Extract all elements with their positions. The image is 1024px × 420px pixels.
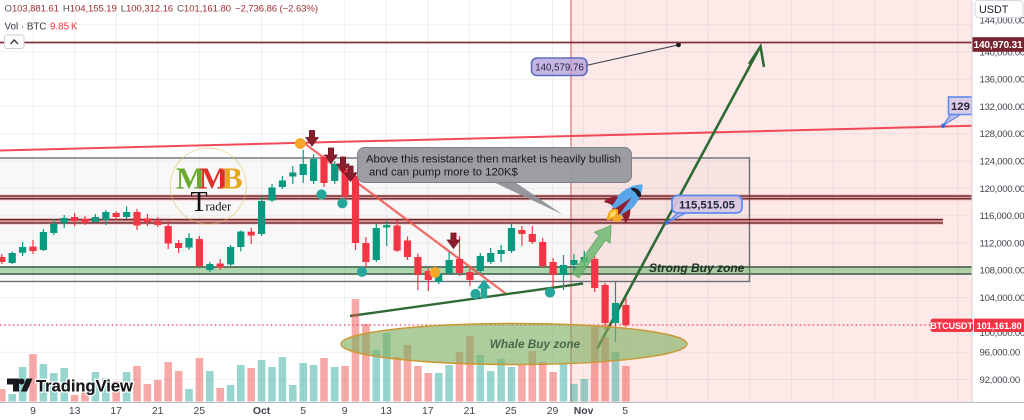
svg-text:101,161.80: 101,161.80 bbox=[977, 320, 1022, 331]
svg-text:92,000.00: 92,000.00 bbox=[980, 375, 1020, 386]
svg-text:115,515.05: 115,515.05 bbox=[679, 199, 735, 211]
svg-text:132,000.00: 132,000.00 bbox=[980, 102, 1024, 113]
svg-text:M: M bbox=[176, 161, 205, 196]
svg-text:104,000.00: 104,000.00 bbox=[980, 293, 1024, 304]
svg-text:108,000.00: 108,000.00 bbox=[980, 266, 1024, 277]
svg-text:29: 29 bbox=[547, 406, 559, 417]
svg-text:128,000.00: 128,000.00 bbox=[980, 129, 1024, 140]
svg-text:Vol · BTC: Vol · BTC bbox=[5, 22, 47, 33]
svg-text:5: 5 bbox=[300, 406, 306, 417]
svg-text:144,000.00: 144,000.00 bbox=[980, 16, 1024, 27]
svg-text:17: 17 bbox=[422, 406, 434, 417]
svg-text:TradingView: TradingView bbox=[36, 378, 133, 396]
svg-text:Nov: Nov bbox=[574, 406, 594, 417]
svg-text:9: 9 bbox=[30, 406, 36, 417]
svg-text:9.85 K: 9.85 K bbox=[50, 22, 78, 33]
svg-text:BTCUSDT: BTCUSDT bbox=[930, 321, 973, 331]
svg-text:T: T bbox=[191, 187, 208, 218]
svg-text:120,000.00: 120,000.00 bbox=[980, 184, 1024, 195]
svg-text:B: B bbox=[222, 161, 243, 196]
svg-text:136,000.00: 136,000.00 bbox=[980, 75, 1024, 86]
svg-text:Oct: Oct bbox=[253, 406, 271, 417]
svg-text:and can pump more to 120K$: and can pump more to 120K$ bbox=[369, 167, 519, 179]
svg-text:21: 21 bbox=[152, 406, 164, 417]
svg-text:129: 129 bbox=[951, 101, 970, 113]
svg-text:17: 17 bbox=[110, 406, 122, 417]
svg-text:rader: rader bbox=[206, 200, 233, 214]
svg-text:25: 25 bbox=[505, 406, 517, 417]
svg-text:112,000.00: 112,000.00 bbox=[980, 238, 1024, 249]
svg-text:Above this resistance then mar: Above this resistance then market is hea… bbox=[366, 154, 621, 166]
svg-text:140,970.31: 140,970.31 bbox=[974, 40, 1024, 51]
svg-text:5: 5 bbox=[622, 406, 628, 417]
svg-text:Whale Buy zone: Whale Buy zone bbox=[490, 337, 581, 351]
svg-text:Strong Buy zone: Strong Buy zone bbox=[649, 261, 745, 275]
svg-text:140,000.00: 140,000.00 bbox=[980, 47, 1024, 58]
svg-text:25: 25 bbox=[194, 406, 206, 417]
svg-text:124,000.00: 124,000.00 bbox=[980, 157, 1024, 168]
svg-text:100,000.00: 100,000.00 bbox=[980, 328, 1024, 339]
svg-text:USDT: USDT bbox=[979, 4, 1009, 16]
svg-text:M: M bbox=[199, 161, 228, 196]
svg-text:116,000.00: 116,000.00 bbox=[980, 211, 1024, 222]
svg-text:13: 13 bbox=[380, 406, 392, 417]
svg-text:13: 13 bbox=[69, 406, 81, 417]
svg-text:96,000.00: 96,000.00 bbox=[980, 348, 1020, 359]
svg-text:21: 21 bbox=[464, 406, 476, 417]
svg-text:140,579.76: 140,579.76 bbox=[535, 62, 584, 73]
svg-text:9: 9 bbox=[342, 406, 348, 417]
svg-text:TradingView: TradingView bbox=[36, 378, 133, 396]
